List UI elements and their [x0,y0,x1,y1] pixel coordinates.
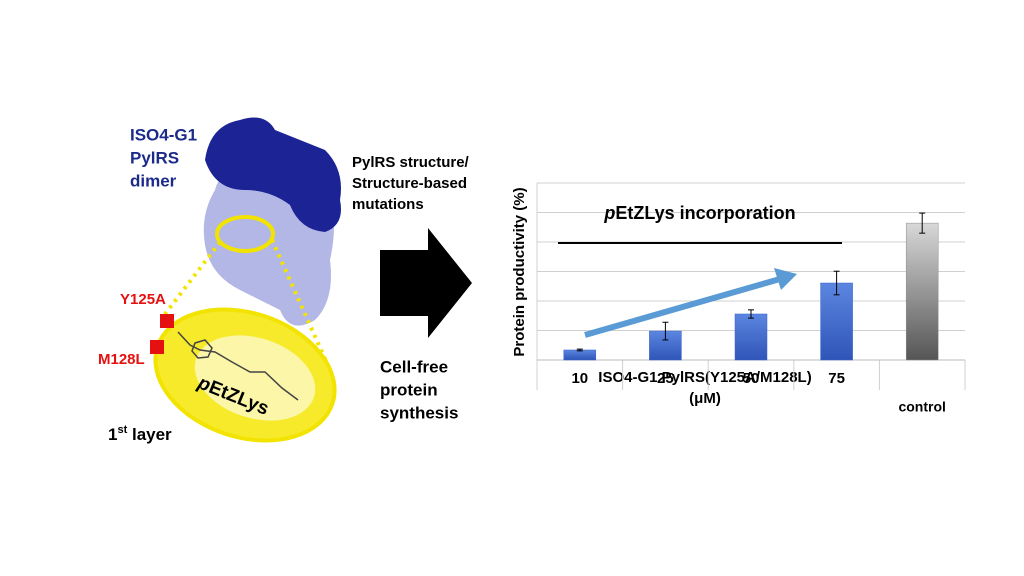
method-label: PylRS structure/ [352,154,470,171]
bar [563,349,597,361]
mutation-label: Y125A [120,291,166,308]
protein-label: ISO4-G1 [130,125,197,144]
x-axis-label: (μM) [689,390,721,407]
method-label: mutations [352,196,424,213]
protein-label: PylRS [130,148,179,167]
method-label: synthesis [380,403,458,422]
trend-arrow-head [774,268,797,290]
x-tick-label: 25 [657,370,674,387]
layer-sup: st [117,424,127,436]
x-axis-label: ISO4-G1 PylRS(Y125A/M128L) [598,369,811,386]
x-tick-label: 75 [828,370,845,387]
process-arrow [380,228,472,338]
protein-label: dimer [130,171,177,190]
bar [734,313,768,361]
annotation: pEtZLys incorporation [603,203,795,223]
x-tick-label: 10 [571,370,588,387]
layer-rest: layer [127,425,172,444]
x-tick-label: control [898,399,945,415]
layer-base: 1 [108,425,117,444]
mutation-label: M128L [98,351,145,368]
bar-chart: 10 25 50 75 control [536,182,966,415]
layer-label: 1st layer [108,424,172,445]
annotation-rest: EtZLys incorporation [615,203,795,223]
trend-arrow [584,276,781,338]
y-axis-label: Protein productivity (%) [511,187,528,356]
bar [905,222,939,361]
protein-structure [150,117,341,443]
annotation-italic: p [603,203,615,223]
method-label: Structure-based [352,175,467,192]
method-label: Cell-free [380,357,448,376]
bar [820,282,853,361]
method-label: protein [380,380,438,399]
x-tick-label: 50 [743,370,760,387]
